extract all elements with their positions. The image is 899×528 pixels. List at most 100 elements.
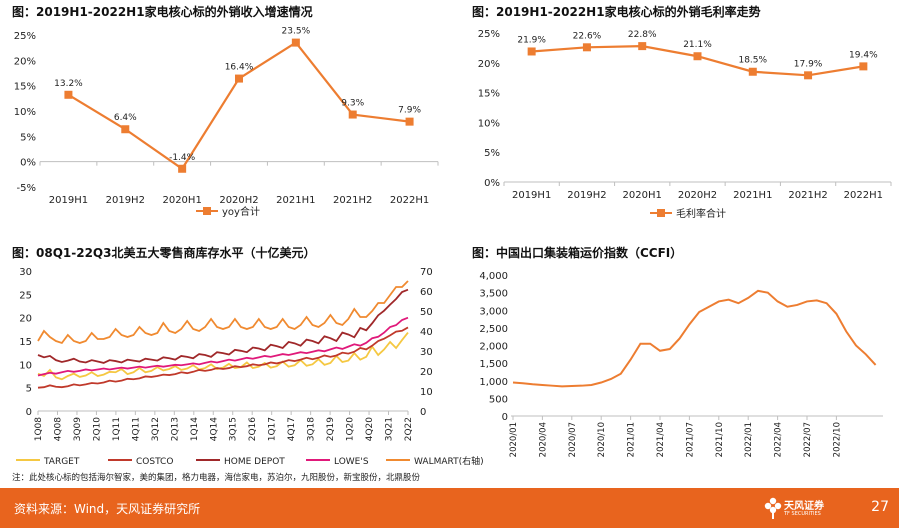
data-point	[178, 164, 187, 173]
x-tick-label: 2021H1	[276, 195, 315, 206]
data-point	[582, 43, 591, 52]
x-tick-label: 2020H2	[678, 190, 717, 201]
data-label: 17.9%	[794, 59, 823, 69]
x-tick-label: 3Q21	[385, 417, 395, 441]
data-label: 18.5%	[738, 56, 767, 66]
x-tick-label: 2020/07	[568, 422, 578, 457]
y-tick-label: 500	[489, 394, 508, 405]
x-tick-label: 2021H1	[733, 190, 772, 201]
data-point	[804, 71, 813, 80]
y-tick-label: 10%	[478, 118, 500, 129]
x-tick-label: 4Q11	[131, 417, 141, 441]
x-tick-label: 2019H2	[567, 190, 606, 201]
x-tick-label: 2Q19	[326, 417, 336, 442]
y-tick-label: 15%	[14, 82, 36, 93]
logo-name: 天风证券	[784, 501, 824, 512]
legend-label: COSTCO	[136, 457, 173, 467]
panel-3-title: 图：08Q1-22Q3北美五大零售商库存水平（十亿美元）	[12, 246, 316, 260]
legend-marker	[203, 207, 211, 215]
y2-tick-label: 70	[420, 267, 433, 278]
x-tick-label: 2Q16	[248, 417, 258, 442]
x-tick-label: 1Q08	[34, 417, 44, 442]
x-tick-label: 4Q17	[287, 417, 297, 441]
data-label: 23.5%	[282, 27, 311, 37]
data-label: 6.4%	[114, 113, 137, 123]
y-tick-label: -5%	[17, 183, 36, 194]
data-point	[638, 42, 647, 51]
data-point	[348, 110, 357, 119]
legend-label: LOWE'S	[334, 457, 369, 467]
series-line	[37, 326, 409, 389]
series-line	[37, 288, 409, 364]
x-tick-label: 2Q22	[404, 417, 414, 441]
x-tick-label: 2Q13	[170, 417, 180, 441]
x-tick-label: 3Q12	[151, 417, 161, 441]
series-line	[37, 280, 409, 345]
data-label: 21.9%	[517, 35, 546, 45]
legend-label: yoy合计	[222, 205, 260, 218]
data-label: 16.4%	[225, 63, 254, 73]
x-tick-label: 2021H2	[788, 190, 827, 201]
y-tick-label: 5%	[484, 148, 500, 159]
x-tick-label: 1Q11	[112, 417, 122, 441]
x-tick-label: 2020/04	[538, 422, 548, 457]
x-tick-label: 4Q08	[53, 417, 63, 442]
y-tick-label: 10%	[14, 107, 36, 118]
data-label: 19.4%	[849, 50, 878, 60]
data-label: 13.2%	[54, 79, 83, 89]
y-tick-label: 0	[502, 412, 508, 423]
y-tick-label: 5%	[20, 132, 36, 143]
y-tick-label: 20	[19, 314, 32, 325]
y-tick-label: 25%	[14, 31, 36, 42]
logo-subtitle: TF SECURITIES	[784, 511, 821, 517]
y-tick-label: 20%	[14, 56, 36, 67]
ccfi-line	[512, 289, 877, 388]
y2-tick-label: 20	[420, 367, 433, 378]
x-tick-label: 3Q18	[307, 417, 317, 442]
x-tick-label: 2Q10	[92, 417, 102, 442]
y-tick-label: 5	[26, 384, 32, 395]
panel-2-title: 图：2019H1-2022H1家电核心标的外销毛利率走势	[472, 5, 761, 19]
y-tick-label: 1,500	[479, 359, 508, 370]
data-point	[121, 125, 130, 134]
data-label: 22.6%	[573, 31, 602, 41]
retailer-inventory-chart: 0 5 10 15 20 25 30 0 10 20 30 40 50 60 70 1Q08 4Q08 3Q09 2…	[16, 267, 484, 467]
page-footer: 资料来源：Wind，天风证券研究所 天风证券 TF SECURITIES 27	[0, 488, 899, 528]
x-tick-label: 1Q20	[346, 417, 356, 442]
x-tick-label: 2021H2	[333, 195, 372, 206]
data-label: 22.8%	[628, 30, 657, 40]
y-tick-label: 0%	[20, 158, 36, 169]
data-point	[291, 38, 300, 47]
legend-marker	[657, 209, 665, 217]
y-tick-label: 2,500	[479, 324, 508, 335]
legend-label: TARGET	[43, 457, 80, 467]
y2-tick-label: 10	[420, 387, 433, 398]
data-point	[693, 52, 702, 61]
legend-label: 毛利率合计	[676, 207, 726, 220]
data-label: 7.9%	[398, 106, 421, 116]
x-tick-label: 2021/07	[685, 422, 695, 457]
data-point	[527, 47, 536, 56]
y2-tick-label: 0	[420, 407, 426, 418]
x-tick-label: 2022H1	[390, 195, 429, 206]
x-tick-label: 2019H1	[512, 190, 551, 201]
data-point	[405, 117, 414, 126]
legend-label: WALMART(右轴)	[414, 455, 484, 467]
page-number: 27	[871, 499, 889, 515]
x-tick-label: 3Q15	[229, 417, 239, 441]
x-tick-label: 2022/07	[803, 422, 813, 457]
x-tick-label: 2020H2	[219, 195, 258, 206]
data-point	[748, 67, 757, 76]
data-point	[64, 90, 73, 99]
data-point	[235, 74, 243, 83]
y-tick-label: 15	[19, 337, 32, 348]
x-tick-label: 2020H1	[623, 190, 662, 201]
x-tick-label: 2021/10	[715, 422, 725, 457]
x-tick-label: 2019H1	[49, 195, 88, 206]
x-tick-label: 2020/10	[597, 422, 607, 457]
y-tick-label: 30	[19, 267, 32, 278]
y-tick-label: 25	[19, 290, 32, 301]
y-tick-label: 2,000	[479, 342, 508, 353]
source-text: 资料来源：Wind，天风证券研究所	[14, 502, 201, 516]
y-tick-label: 3,000	[479, 306, 508, 317]
